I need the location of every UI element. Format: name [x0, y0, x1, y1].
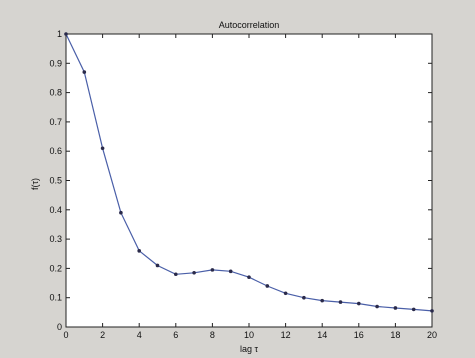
x-tick-label: 4 — [137, 330, 142, 340]
data-point — [393, 306, 398, 310]
plot-area — [65, 33, 433, 328]
data-point — [302, 295, 306, 300]
x-axis-label: lag τ — [240, 344, 259, 354]
y-tick-label: 0.3 — [49, 234, 62, 244]
data-point — [247, 275, 251, 279]
y-axis-ticks: 0 0.1 0.2 0.3 0.4 0.5 0.6 0.7 0.8 0.9 1 — [49, 29, 432, 332]
y-axis-label: f(τ) — [30, 178, 40, 190]
data-point — [338, 300, 343, 304]
series-layer — [64, 32, 434, 313]
y-tick-label: 0.5 — [49, 176, 62, 186]
data-point — [137, 249, 141, 253]
data-point — [155, 263, 160, 268]
y-tick-label: 0.1 — [49, 293, 62, 303]
chart-title: Autocorrelation — [219, 20, 280, 30]
y-tick-label: 0.8 — [49, 88, 62, 98]
data-point — [64, 32, 68, 36]
y-tick-label: 0.9 — [49, 58, 62, 68]
x-tick-label: 10 — [244, 330, 254, 340]
x-tick-label: 18 — [390, 330, 400, 340]
x-tick-label: 14 — [317, 330, 327, 340]
data-point — [265, 284, 270, 288]
x-tick-label: 12 — [281, 330, 291, 340]
data-point — [283, 291, 288, 296]
x-axis-ticks: 0 2 4 6 8 10 12 14 16 18 20 — [63, 34, 437, 340]
y-tick-label: 1 — [57, 29, 62, 39]
data-point — [82, 70, 87, 74]
x-tick-label: 2 — [100, 330, 105, 340]
y-tick-label: 0.7 — [49, 117, 62, 127]
data-point — [320, 298, 325, 303]
data-point — [192, 270, 196, 275]
data-point — [430, 309, 434, 313]
y-tick-label: 0.4 — [49, 205, 62, 215]
data-point — [210, 268, 215, 272]
data-point — [100, 146, 105, 151]
y-tick-label: 0.2 — [49, 263, 62, 273]
data-point — [411, 307, 416, 312]
data-point — [357, 301, 361, 306]
data-point — [174, 272, 178, 277]
x-tick-label: 0 — [63, 330, 68, 340]
data-point — [228, 269, 233, 274]
data-point — [375, 304, 379, 309]
x-tick-label: 20 — [427, 330, 437, 340]
y-tick-label: 0 — [57, 322, 62, 332]
x-tick-label: 6 — [173, 330, 178, 340]
x-tick-label: 16 — [354, 330, 364, 340]
y-tick-label: 0.6 — [49, 146, 62, 156]
data-point — [119, 210, 123, 215]
x-tick-label: 8 — [210, 330, 215, 340]
